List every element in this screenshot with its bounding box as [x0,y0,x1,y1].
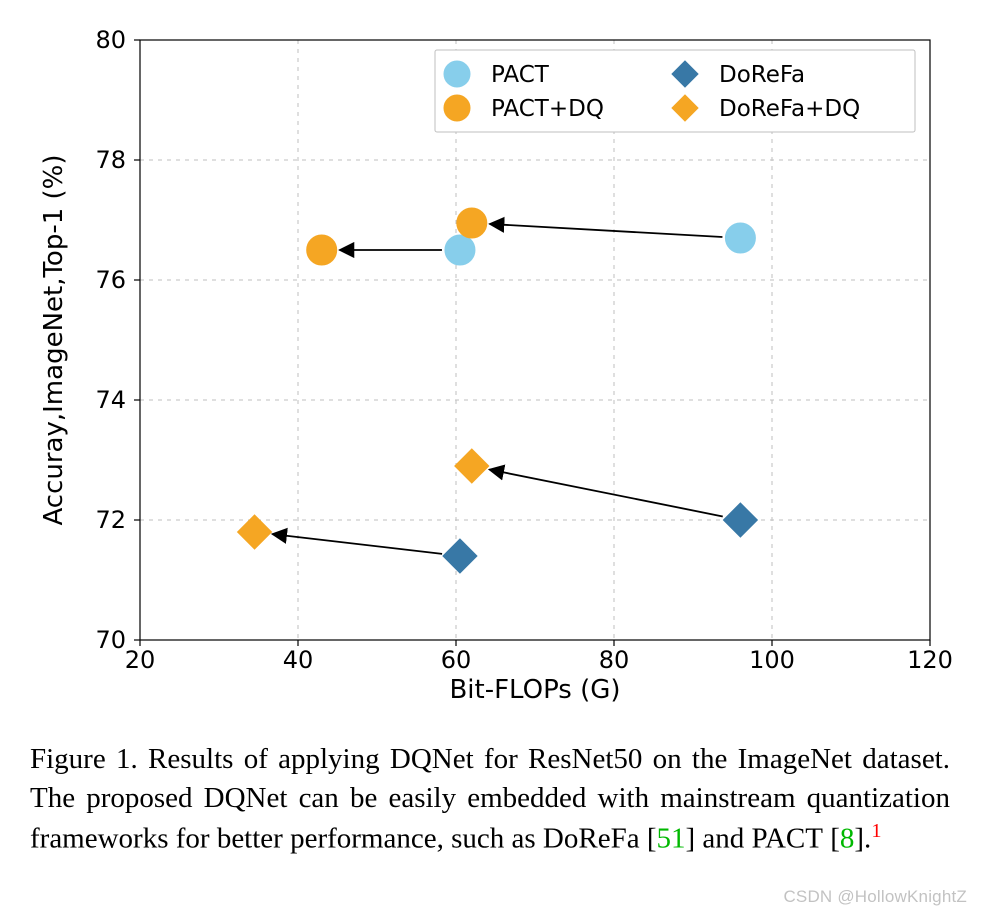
chart-container: 20406080100120707274767880Bit-FLOPs (G)A… [20,10,960,710]
legend-label: PACT+DQ [491,96,604,122]
caption-prefix: Figure 1. [30,743,148,775]
ytick-label: 74 [95,386,126,414]
xtick-label: 60 [441,646,472,674]
footnote-mark: 1 [871,820,881,842]
figure-caption: Figure 1. Results of applying DQNet for … [30,740,950,859]
legend-label: DoReFa+DQ [719,96,860,122]
y-axis-label: Accuray,ImageNet,Top-1 (%) [39,154,69,525]
ytick-label: 76 [95,266,126,294]
ytick-label: 72 [95,506,126,534]
legend-label: DoReFa [719,62,805,88]
xtick-label: 20 [125,646,156,674]
citation-8: 8 [840,823,855,855]
xtick-label: 80 [599,646,630,674]
citation-51: 51 [656,823,685,855]
caption-suffix: ]. [854,823,871,855]
ytick-label: 70 [95,626,126,654]
watermark-text: CSDN @HollowKnightZ [783,887,967,907]
legend-label: PACT [491,62,550,88]
scatter-chart: 20406080100120707274767880Bit-FLOPs (G)A… [20,10,960,710]
caption-mid: ] and PACT [ [685,823,839,855]
xtick-label: 120 [907,646,953,674]
ytick-label: 78 [95,146,126,174]
ytick-label: 80 [95,26,126,54]
x-axis-label: Bit-FLOPs (G) [449,675,620,705]
legend: PACT PACT+DQ DoReFa DoReFa+DQ [435,50,915,132]
xtick-label: 100 [749,646,795,674]
xtick-label: 40 [283,646,314,674]
